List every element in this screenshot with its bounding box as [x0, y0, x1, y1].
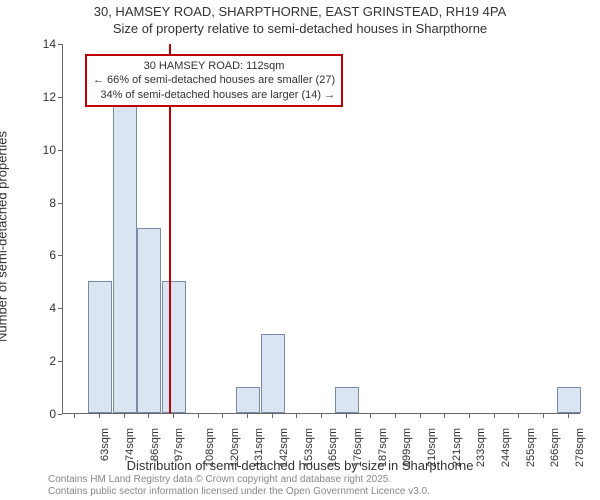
x-tick-mark	[198, 414, 199, 418]
x-tick-label: 74sqm	[124, 428, 136, 461]
y-tick-mark	[58, 361, 62, 362]
y-tick-label: 2	[49, 354, 56, 368]
x-tick-label: 187sqm	[377, 428, 389, 467]
histogram-bar	[557, 387, 581, 413]
x-tick-mark	[568, 414, 569, 418]
x-tick-label: 266sqm	[549, 428, 561, 467]
x-tick-label: 255sqm	[525, 428, 537, 467]
x-tick-label: 142sqm	[278, 428, 290, 467]
y-tick-mark	[58, 203, 62, 204]
x-tick-mark	[124, 414, 125, 418]
histogram-bar	[335, 387, 359, 413]
x-tick-mark	[247, 414, 248, 418]
y-tick-label: 14	[43, 37, 56, 51]
x-tick-label: 176sqm	[352, 428, 364, 467]
chart-plot-area: 30 HAMSEY ROAD: 112sqm← 66% of semi-deta…	[62, 44, 580, 414]
x-tick-mark	[148, 414, 149, 418]
x-tick-label: 165sqm	[327, 428, 339, 467]
histogram-bar	[236, 387, 260, 413]
x-tick-mark	[543, 414, 544, 418]
y-tick-mark	[58, 97, 62, 98]
x-tick-label: 210sqm	[426, 428, 438, 467]
histogram-bar	[137, 228, 161, 413]
x-tick-label: 63sqm	[99, 428, 111, 461]
x-tick-label: 153sqm	[303, 428, 315, 467]
y-tick-label: 12	[43, 90, 56, 104]
x-tick-mark	[222, 414, 223, 418]
histogram-bar	[261, 334, 285, 413]
x-tick-label: 97sqm	[173, 428, 185, 461]
x-tick-label: 278sqm	[574, 428, 586, 467]
chart-title: 30, HAMSEY ROAD, SHARPTHORNE, EAST GRINS…	[0, 4, 600, 38]
histogram-bar	[162, 281, 186, 413]
y-tick-mark	[58, 150, 62, 151]
x-tick-mark	[444, 414, 445, 418]
x-tick-mark	[518, 414, 519, 418]
footer-line-2: Contains public sector information licen…	[48, 486, 430, 498]
y-tick-label: 10	[43, 143, 56, 157]
footer-attribution: Contains HM Land Registry data © Crown c…	[48, 474, 430, 498]
x-tick-label: 233sqm	[475, 428, 487, 467]
y-tick-label: 4	[49, 301, 56, 315]
x-tick-label: 120sqm	[229, 428, 241, 467]
x-tick-label: 108sqm	[204, 428, 216, 467]
y-axis-title: Number of semi-detached properties	[0, 131, 10, 342]
y-tick-mark	[58, 44, 62, 45]
x-tick-mark	[173, 414, 174, 418]
y-tick-mark	[58, 255, 62, 256]
x-tick-label: 86sqm	[149, 428, 161, 461]
x-tick-mark	[74, 414, 75, 418]
x-tick-mark	[370, 414, 371, 418]
x-tick-mark	[321, 414, 322, 418]
annotation-line-1: 30 HAMSEY ROAD: 112sqm	[93, 59, 335, 73]
x-tick-label: 221sqm	[451, 428, 463, 467]
x-tick-mark	[296, 414, 297, 418]
x-tick-mark	[346, 414, 347, 418]
histogram-bar	[113, 96, 137, 413]
x-tick-label: 199sqm	[401, 428, 413, 467]
x-tick-mark	[494, 414, 495, 418]
x-tick-mark	[272, 414, 273, 418]
annotation-line-2: ← 66% of semi-detached houses are smalle…	[93, 73, 335, 87]
title-line-1: 30, HAMSEY ROAD, SHARPTHORNE, EAST GRINS…	[0, 4, 600, 21]
x-tick-label: 131sqm	[253, 428, 265, 467]
x-tick-mark	[469, 414, 470, 418]
x-tick-mark	[420, 414, 421, 418]
x-tick-mark	[99, 414, 100, 418]
y-tick-mark	[58, 308, 62, 309]
footer-line-1: Contains HM Land Registry data © Crown c…	[48, 474, 430, 486]
histogram-bar	[88, 281, 112, 413]
title-line-2: Size of property relative to semi-detach…	[0, 21, 600, 38]
y-tick-label: 8	[49, 196, 56, 210]
x-tick-label: 244sqm	[500, 428, 512, 467]
y-tick-label: 6	[49, 248, 56, 262]
annotation-line-3: 34% of semi-detached houses are larger (…	[93, 88, 335, 102]
y-tick-label: 0	[49, 407, 56, 421]
annotation-box: 30 HAMSEY ROAD: 112sqm← 66% of semi-deta…	[85, 54, 343, 107]
y-tick-mark	[58, 414, 62, 415]
x-tick-mark	[395, 414, 396, 418]
